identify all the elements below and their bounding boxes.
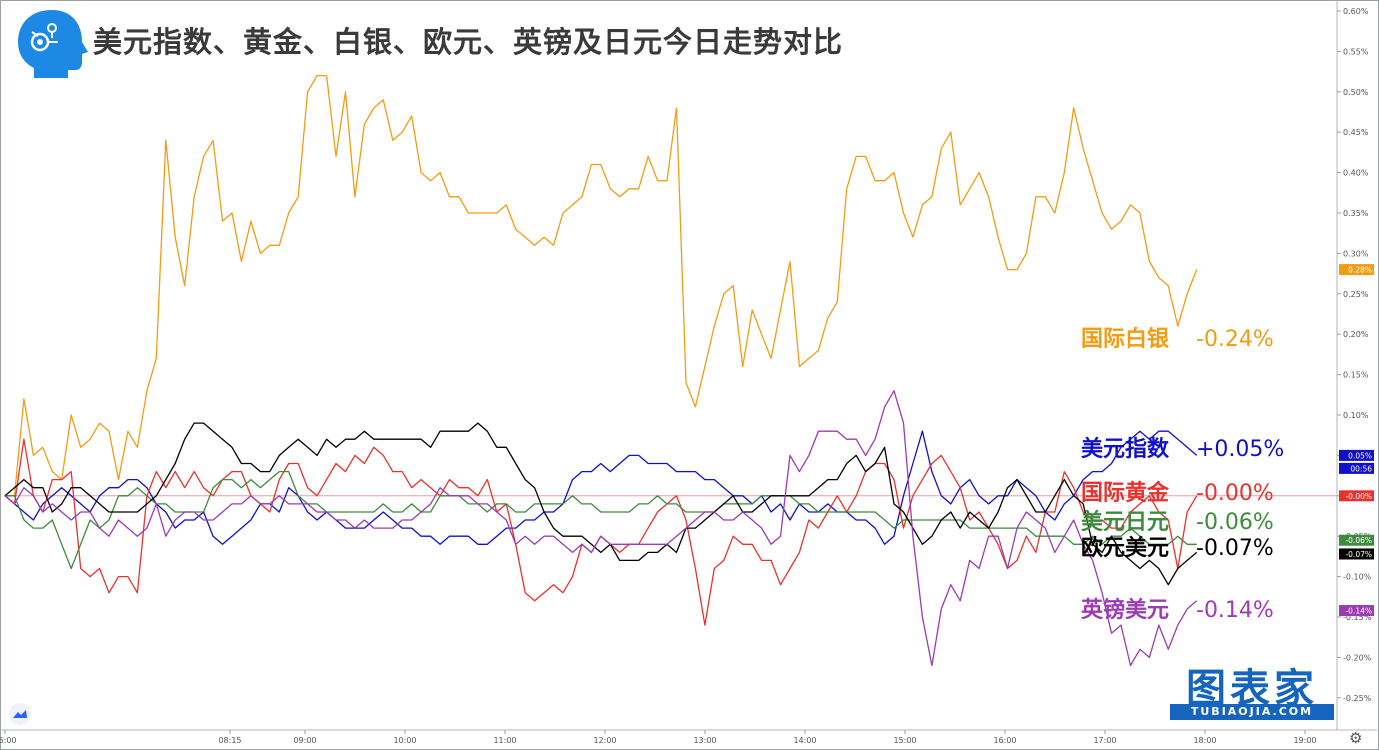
y-axis: 0.60% 0.55% 0.50% 0.45% 0.40% 0.35% 0.30% 0.25%… <box>1336 0 1372 730</box>
y-tick-label: 0.30% <box>1343 249 1369 258</box>
y-tick-label: -0.15% <box>1343 613 1372 622</box>
y-tick-label: 0.20% <box>1343 330 1369 339</box>
legend-change: -0.00% <box>1196 481 1274 506</box>
y-tick-label: -0.25% <box>1343 694 1372 703</box>
price-tags: 0.28% 0.05% -0.00% -0.06% -0.07% -0.14% 00:56 <box>1339 264 1374 617</box>
x-tick-label: 12:00 <box>593 736 616 745</box>
x-tick-label: 18:00 <box>1193 736 1216 745</box>
tubiaojia-brand-logo: 图表家 TUBIAOJIA.COM <box>1168 656 1336 722</box>
legend-name: 国际黄金 <box>1081 480 1170 506</box>
price-tag-label: -0.07% <box>1345 550 1372 559</box>
settings-gear-icon[interactable]: ⚙ <box>1349 729 1363 747</box>
legend-change: -0.14% <box>1196 598 1274 623</box>
legend-name: 美元日元 <box>1081 509 1169 535</box>
legend-change: -0.07% <box>1196 536 1274 561</box>
y-tick-label: 0.10% <box>1343 411 1369 420</box>
series-lines <box>4 74 1198 667</box>
price-tag-bg <box>1339 490 1374 502</box>
y-tick-label: -0.10% <box>1343 573 1372 582</box>
price-tag-label: 0.05% <box>1348 451 1372 460</box>
legend-name: 欧元美元 <box>1081 535 1169 561</box>
brand-url: TUBIAOJIA.COM <box>1170 704 1334 720</box>
x-tick-label: 10:00 <box>393 736 416 745</box>
y-tick-label: 0.15% <box>1343 371 1369 380</box>
price-tag-label: 0.28% <box>1348 266 1372 275</box>
x-tick-label: 09:00 <box>293 736 316 745</box>
series-line-5 <box>4 390 1198 667</box>
price-tag-bg <box>1339 605 1374 617</box>
x-tick-label: 17:00 <box>1093 736 1116 745</box>
series-line-3 <box>5 470 1197 570</box>
legend-change: -0.06% <box>1196 510 1274 535</box>
legend-name: 英镑美元 <box>1081 597 1169 623</box>
price-tag-bg <box>1339 548 1374 560</box>
x-tick-label: 13:00 <box>693 736 716 745</box>
countdown-tag-label: 00:56 <box>1350 464 1372 473</box>
y-tick-label: 0.35% <box>1343 209 1369 218</box>
ai-head-logo <box>18 10 88 78</box>
x-tick-label: 06:00 <box>0 736 17 745</box>
y-tick-label: -0.20% <box>1343 653 1372 662</box>
y-tick-label: 0.60% <box>1343 7 1369 16</box>
y-tick-label: 0.50% <box>1343 88 1369 97</box>
legend-name: 国际白银 <box>1081 326 1170 352</box>
price-tag-bg <box>1339 534 1374 546</box>
series-legend: 国际白银 -0.24% 美元指数 +0.05% 国际黄金 -0.00% 美元日元 -0.06%… <box>1081 326 1284 623</box>
y-tick-label: 0.40% <box>1343 169 1369 178</box>
x-axis: 06:00 08:15 09:00 10:00 11:00 12:00 13:00 14:00… <box>0 729 1377 745</box>
price-tag-label: -0.14% <box>1345 607 1372 616</box>
x-tick-label: 16:00 <box>993 736 1016 745</box>
legend-change: -0.24% <box>1196 327 1274 352</box>
x-tick-label: 15:00 <box>893 736 916 745</box>
legend-name: 美元指数 <box>1081 436 1170 462</box>
price-tag-label: -0.06% <box>1345 536 1372 545</box>
series-line-2 <box>4 438 1198 626</box>
series-line-0 <box>5 74 1198 497</box>
x-tick-label: 11:00 <box>493 736 516 745</box>
y-tick-label: 0.25% <box>1343 290 1369 299</box>
price-tag-label: -0.00% <box>1345 492 1372 501</box>
tradingview-icon[interactable] <box>9 703 31 725</box>
price-tag-bg <box>1339 264 1374 276</box>
chart-title: 美元指数、黄金、白银、欧元、英镑及日元今日走势对比 <box>93 25 844 59</box>
countdown-tag-bg <box>1339 462 1374 474</box>
x-tick-label: 14:00 <box>793 736 816 745</box>
series-line-4 <box>4 422 1198 586</box>
legend-change: +0.05% <box>1196 437 1284 462</box>
price-tag-bg <box>1339 449 1374 461</box>
y-tick-label: 0.55% <box>1343 47 1369 56</box>
x-tick-label: 08:15 <box>218 736 241 745</box>
y-tick-label: 0.45% <box>1343 128 1369 137</box>
x-tick-label: 19:00 <box>1293 736 1316 745</box>
